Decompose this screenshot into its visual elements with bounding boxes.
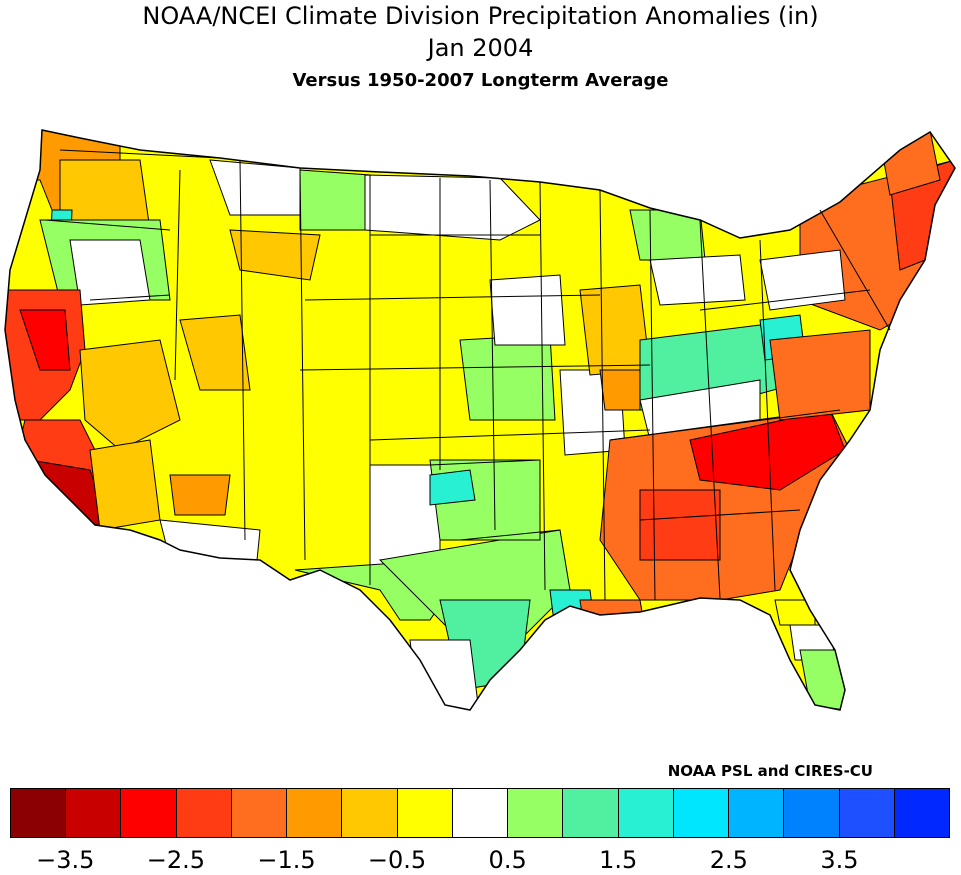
color-legend [10, 788, 950, 838]
legend-swatch [11, 789, 67, 837]
region-plains-orange [229, 229, 321, 281]
region-kansas-white [489, 274, 566, 346]
legend-tick-label: 3.5 [820, 846, 859, 874]
legend-swatch [508, 789, 564, 837]
us-border-outline [4, 129, 956, 711]
legend-swatch [784, 789, 840, 837]
legend-tick-label: 2.5 [709, 846, 748, 874]
legend-swatch [66, 789, 122, 837]
map-title: NOAA/NCEI Climate Division Precipitation… [142, 2, 819, 30]
region-dakotas-white [364, 174, 541, 241]
legend-tick-label: −0.5 [367, 846, 427, 874]
state-boundaries [44, 149, 891, 601]
region-illinois-orange [599, 369, 646, 411]
legend-swatch [397, 789, 453, 837]
region-florida-yellow [774, 599, 816, 626]
region-louisiana-orange [579, 599, 646, 636]
us-climate-division-map [4, 129, 956, 711]
region-michigan-white [649, 254, 746, 306]
legend-swatch [176, 789, 232, 837]
region-nevada-orange [79, 339, 181, 451]
legend-swatch [618, 789, 674, 837]
region-arizona-orange-patch [169, 474, 231, 516]
region-oregon-interior-white [69, 239, 151, 306]
region-florida-south [799, 649, 846, 710]
legend-tick-label: −3.5 [36, 846, 95, 874]
legend-swatch [839, 789, 895, 837]
legend-swatch [563, 789, 619, 837]
region-texas-south-white [409, 639, 481, 710]
region-michigan-green [629, 209, 706, 261]
region-montana-central [299, 169, 371, 231]
region-oklahoma-teal [429, 469, 476, 506]
legend-swatch [729, 789, 785, 837]
map-subtitle: Versus 1950-2007 Longterm Average [292, 70, 669, 91]
legend-tick-label: 0.5 [488, 846, 527, 874]
legend-swatch [673, 789, 730, 837]
map-credit: NOAA PSL and CIRES-CU [667, 762, 873, 780]
legend-swatch [231, 789, 288, 837]
legend-tick-label: −1.5 [257, 846, 316, 874]
legend-swatch [894, 789, 949, 837]
region-montana-north-white [209, 159, 301, 216]
map-date: Jan 2004 [427, 34, 534, 62]
legend-swatch [287, 789, 343, 837]
region-alabama-red [639, 489, 721, 561]
legend-tick-label: −2.5 [146, 846, 206, 874]
region-virginia-orange [769, 329, 871, 421]
region-kansas-green [459, 334, 556, 421]
legend-swatch [342, 789, 398, 837]
legend-swatch [452, 789, 509, 837]
legend-tick-label: 1.5 [599, 846, 638, 874]
legend-swatch [121, 789, 177, 837]
region-california-coast-red [19, 309, 71, 371]
region-arizona-west [89, 439, 161, 531]
region-utah-orange [179, 314, 251, 391]
